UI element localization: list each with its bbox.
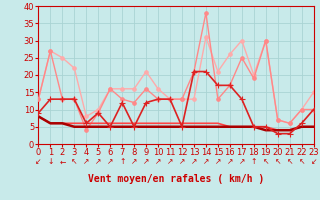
Text: ↗: ↗ bbox=[95, 157, 101, 166]
Text: ↗: ↗ bbox=[191, 157, 197, 166]
Text: ↗: ↗ bbox=[143, 157, 149, 166]
Text: ↖: ↖ bbox=[262, 157, 269, 166]
Text: ↗: ↗ bbox=[203, 157, 209, 166]
Text: ↖: ↖ bbox=[275, 157, 281, 166]
Text: ↗: ↗ bbox=[239, 157, 245, 166]
Text: ↗: ↗ bbox=[83, 157, 90, 166]
Text: ↑: ↑ bbox=[119, 157, 125, 166]
Text: ↖: ↖ bbox=[299, 157, 305, 166]
Text: ↗: ↗ bbox=[155, 157, 161, 166]
X-axis label: Vent moyen/en rafales ( km/h ): Vent moyen/en rafales ( km/h ) bbox=[88, 174, 264, 184]
Text: ←: ← bbox=[59, 157, 66, 166]
Text: ↗: ↗ bbox=[131, 157, 137, 166]
Text: ↗: ↗ bbox=[227, 157, 233, 166]
Text: ↗: ↗ bbox=[107, 157, 113, 166]
Text: ↖: ↖ bbox=[286, 157, 293, 166]
Text: ↓: ↓ bbox=[47, 157, 53, 166]
Text: ↖: ↖ bbox=[71, 157, 77, 166]
Text: ↙: ↙ bbox=[310, 157, 317, 166]
Text: ↗: ↗ bbox=[179, 157, 185, 166]
Text: ↗: ↗ bbox=[215, 157, 221, 166]
Text: ↗: ↗ bbox=[167, 157, 173, 166]
Text: ↙: ↙ bbox=[35, 157, 42, 166]
Text: ↑: ↑ bbox=[251, 157, 257, 166]
